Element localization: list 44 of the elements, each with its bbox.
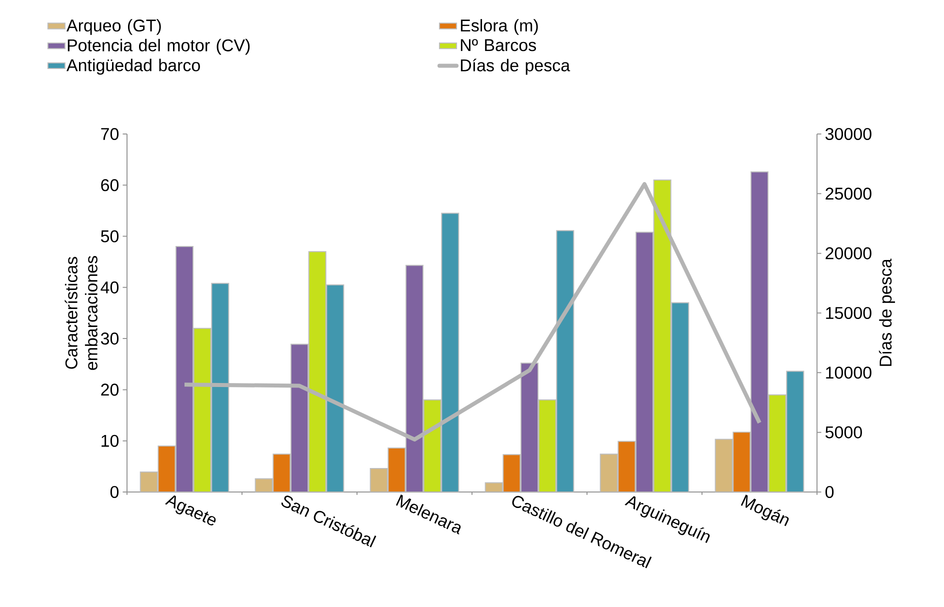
bar — [308, 251, 326, 492]
bar — [714, 438, 733, 492]
legend-label: Eslora (m) — [460, 19, 538, 35]
y-tick-label: 30 — [100, 332, 119, 345]
y2-tick-label: 15000 — [826, 306, 872, 320]
y-tick-label: 70 — [101, 128, 119, 140]
y-tick-label: 20 — [101, 384, 119, 396]
legend-label: Nº Barcos — [460, 39, 536, 52]
legend-label: Potencia del motor (CV) — [68, 38, 250, 55]
bar — [556, 230, 574, 492]
y-axis-title: Características embarcaciones — [64, 256, 98, 370]
y2-tick-label: 20000 — [826, 247, 872, 260]
y-tick-label: 0 — [110, 486, 119, 498]
bar — [750, 171, 769, 492]
bar — [600, 454, 618, 492]
y-tick-label: 10 — [102, 434, 119, 447]
bar — [653, 180, 672, 492]
bar — [520, 362, 539, 492]
bar — [538, 399, 556, 492]
bar — [671, 302, 690, 492]
bar — [405, 264, 424, 492]
bar — [290, 344, 309, 492]
y2-tick-label: 10000 — [826, 366, 872, 379]
legend-label: Antigüedad barco — [66, 58, 200, 75]
legend-label: Días de pesca — [460, 58, 570, 75]
bar — [211, 282, 230, 492]
bar — [786, 370, 804, 492]
bar — [193, 328, 212, 492]
bar — [326, 284, 344, 492]
y2-tick-label: 5000 — [825, 426, 862, 438]
y2-axis-title: Días de pesca — [878, 258, 895, 366]
y2-tick-label: 25000 — [826, 188, 872, 200]
y2-tick-label: 0 — [825, 486, 834, 498]
y-tick-label: 50 — [100, 230, 119, 242]
bar — [635, 232, 654, 492]
bar — [768, 394, 786, 492]
bar — [370, 468, 388, 492]
y-tick-label: 40 — [100, 281, 119, 294]
legend-label: Arqueo (GT) — [66, 19, 161, 35]
y2-tick-label: 30000 — [825, 128, 872, 140]
bar — [140, 472, 158, 492]
y-tick-label: 60 — [101, 179, 119, 192]
bar — [176, 246, 194, 492]
bar — [441, 212, 460, 492]
